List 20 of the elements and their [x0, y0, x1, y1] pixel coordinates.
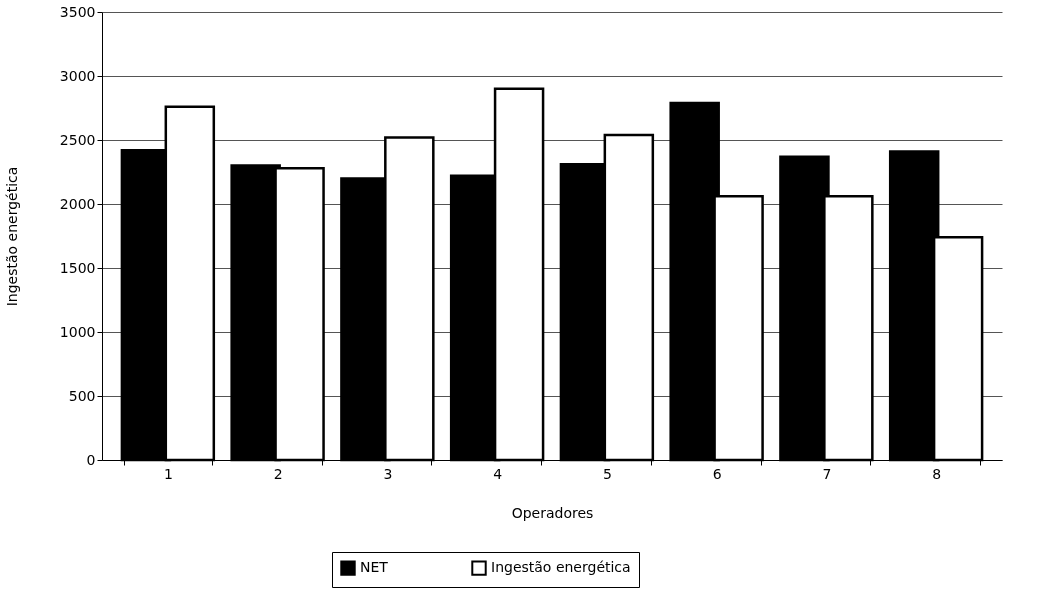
x-axis-title: Operadores	[511, 504, 594, 521]
y-tick-label: 3000	[59, 67, 96, 84]
legend-label: NET	[360, 559, 389, 576]
y-tick-label: 1000	[59, 323, 96, 340]
y-tick-label: 2500	[59, 131, 96, 148]
y-tick-label: 0	[86, 451, 96, 468]
x-tick-label: 4	[493, 465, 503, 482]
x-tick-label: 8	[932, 465, 942, 482]
legend-label: Ingestão energética	[491, 559, 631, 576]
y-tick-label: 500	[68, 387, 96, 404]
x-tick-label: 7	[822, 465, 832, 482]
x-tick-label: 2	[273, 465, 283, 482]
x-tick-label: 5	[602, 465, 612, 482]
x-tick-label: 3	[383, 465, 393, 482]
x-tick-label: 6	[712, 465, 722, 482]
y-tick-label: 1500	[59, 259, 96, 276]
y-tick-label: 2000	[59, 195, 96, 212]
y-axis-title: Ingestão energética	[3, 166, 20, 307]
y-tick-label: 3500	[59, 3, 96, 20]
x-tick-label: 1	[163, 465, 173, 482]
